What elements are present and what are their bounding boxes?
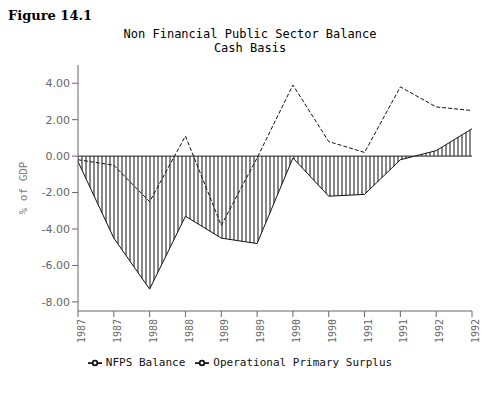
html-text:Figure 14.1: Figure 14.1	[8, 8, 92, 23]
svg-text:1992: 1992	[434, 319, 445, 343]
svg-text:0.00: 0.00	[46, 150, 71, 163]
svg-text:1991: 1991	[398, 319, 409, 343]
svg-text:1990: 1990	[291, 319, 302, 343]
svg-text:% of GDP: % of GDP	[17, 161, 30, 214]
svg-text:-2.00: -2.00	[42, 186, 70, 199]
svg-text:1991: 1991	[363, 319, 374, 343]
svg-text:1988: 1988	[184, 319, 195, 343]
svg-text:1987: 1987	[76, 319, 87, 343]
svg-text:4.00: 4.00	[46, 77, 71, 90]
svg-text:1988: 1988	[148, 319, 159, 343]
svg-text:1987: 1987	[112, 319, 123, 343]
html-text:Cash Basis: Cash Basis	[213, 41, 287, 55]
html-text:Operational Primary Surplus: Operational Primary Surplus	[213, 356, 393, 369]
svg-text:1990: 1990	[327, 319, 338, 343]
svg-text:-8.00: -8.00	[42, 296, 70, 309]
html-text:Non Financial Public Sector Ba: Non Financial Public Sector Balance	[123, 27, 377, 41]
svg-text:-4.00: -4.00	[42, 223, 70, 236]
svg-text:-6.00: -6.00	[42, 259, 70, 272]
svg-text:1992: 1992	[470, 319, 481, 343]
svg-text:1989: 1989	[255, 319, 266, 343]
svg-text:1989: 1989	[219, 319, 230, 343]
html-text:NFPS Balance: NFPS Balance	[105, 356, 186, 369]
svg-text:2.00: 2.00	[46, 114, 71, 127]
